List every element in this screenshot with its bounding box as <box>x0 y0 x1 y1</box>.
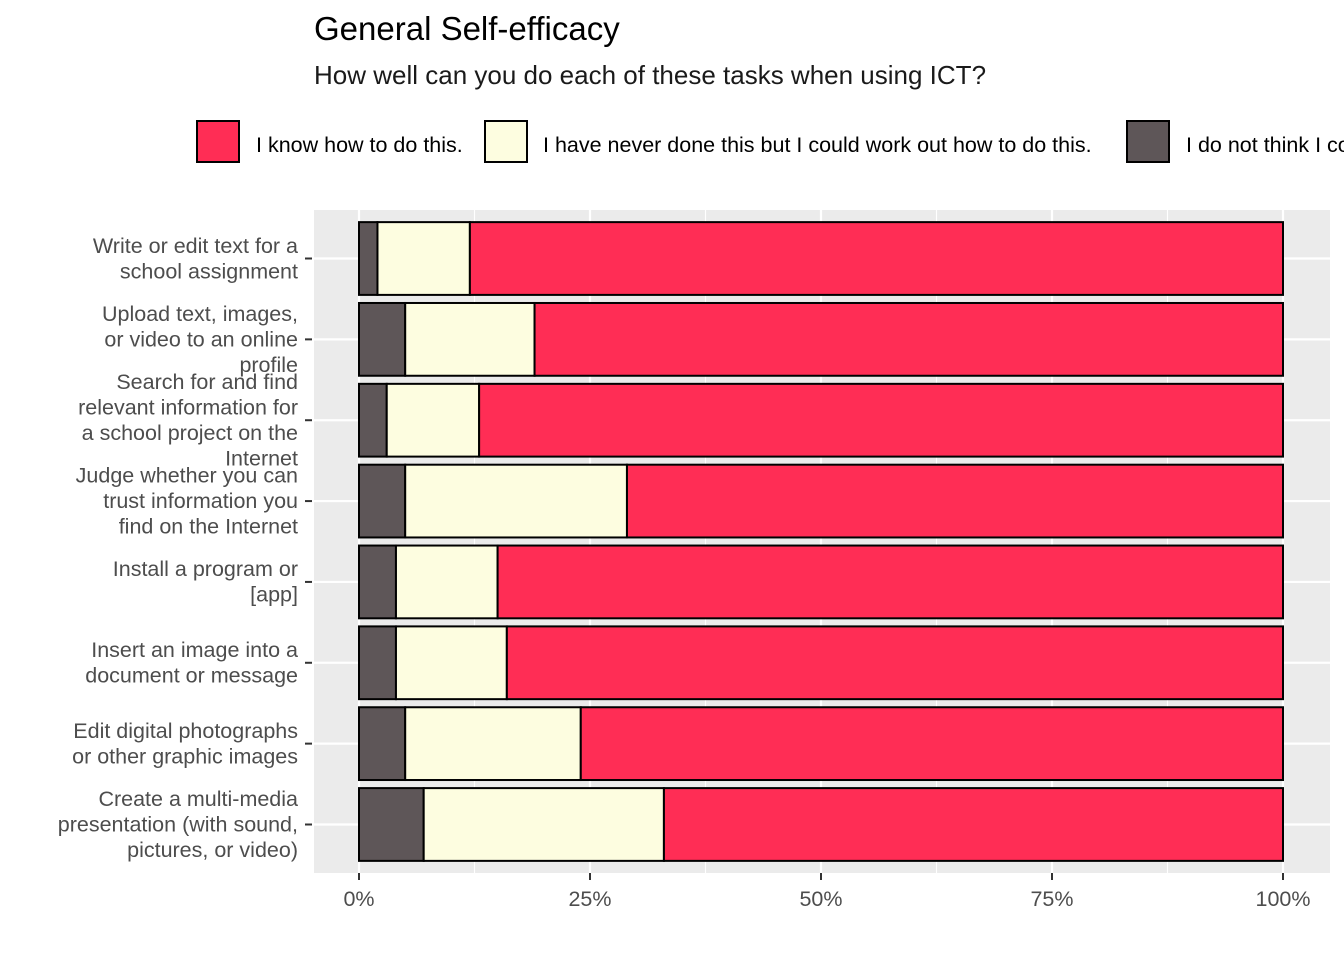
legend-key-1 <box>196 120 240 163</box>
bar-segment-1-row-5 <box>358 544 397 620</box>
y-tick-label: or video to an online <box>104 327 298 351</box>
y-tick-label: relevant information for <box>78 395 298 419</box>
x-tick-label: 0% <box>343 887 374 911</box>
y-tick-label: Search for and find <box>116 370 298 394</box>
y-tick-label: presentation (with sound, <box>58 812 298 836</box>
y-tick-label: Create a multi-media <box>98 787 298 811</box>
x-tick-label: 75% <box>1030 887 1073 911</box>
bar-segment-3-row-7 <box>579 706 1284 782</box>
bar-segment-2-row-1 <box>376 221 471 296</box>
x-axis: 0% 25% 50% 75% 100% <box>343 873 1311 911</box>
bar-segment-2-row-5 <box>394 544 499 620</box>
bar-segment-3-row-1 <box>468 221 1284 296</box>
y-tick-label: Internet <box>225 446 298 470</box>
y-tick-label: Install a program or <box>113 557 298 581</box>
legend-label-2: I have never done this but I could work … <box>543 133 1092 157</box>
bar-segment-1-row-2 <box>358 301 407 377</box>
legend-key-3 <box>1126 120 1170 163</box>
bar-segment-3-row-4 <box>625 463 1284 539</box>
chart-title: General Self-efficacy <box>314 10 620 47</box>
bar-segment-1-row-7 <box>358 706 407 782</box>
bar-segment-1-row-6 <box>358 625 397 701</box>
bar-segment-2-row-2 <box>404 301 536 377</box>
y-tick-label: profile <box>239 353 298 377</box>
bar-segment-2-row-4 <box>404 463 628 539</box>
y-tick-label: Write or edit text for a <box>93 234 298 258</box>
bar-segment-3-row-6 <box>505 625 1284 701</box>
legend-label-1: I know how to do this. <box>256 133 463 157</box>
chart-subtitle: How well can you do each of these tasks … <box>314 60 987 90</box>
y-tick-label: a school project on the <box>82 421 298 445</box>
x-tick-label: 25% <box>568 887 611 911</box>
y-tick-label: document or message <box>85 664 298 688</box>
x-tick-label: 100% <box>1256 887 1311 911</box>
bar-segment-2-row-3 <box>385 382 481 458</box>
bar-segment-1-row-4 <box>358 463 407 539</box>
y-tick-label: Judge whether you can <box>76 464 298 488</box>
y-tick-label: school assignment <box>120 259 298 283</box>
bar-segment-3-row-5 <box>496 544 1285 620</box>
legend-key-2 <box>484 120 528 163</box>
y-tick-label: trust information you <box>103 489 298 513</box>
y-tick-label: Upload text, images, <box>102 302 298 326</box>
legend-label-3: I do not think I could do this. <box>1186 133 1344 157</box>
x-tick-label: 50% <box>799 887 842 911</box>
bar-segment-2-row-7 <box>404 706 582 782</box>
y-tick-label: [app] <box>250 583 298 607</box>
bar-segment-1-row-1 <box>358 221 379 296</box>
legend: I know how to do this. I have never done … <box>196 120 1344 163</box>
y-tick-label: or other graphic images <box>72 744 298 768</box>
bar-segment-1-row-3 <box>358 382 388 458</box>
y-tick-label: Insert an image into a <box>91 638 298 662</box>
bar-segment-3-row-8 <box>662 787 1284 862</box>
y-tick-label: pictures, or video) <box>127 838 298 862</box>
bar-segment-2-row-6 <box>394 625 508 701</box>
bar-segment-3-row-3 <box>478 382 1284 458</box>
bar-segment-2-row-8 <box>422 787 665 862</box>
y-tick-label: find on the Internet <box>119 515 298 539</box>
bar-segment-3-row-2 <box>533 301 1284 377</box>
bar-segment-1-row-8 <box>358 787 425 862</box>
y-tick-label: Edit digital photographs <box>73 719 298 743</box>
bars-layer <box>358 221 1285 862</box>
